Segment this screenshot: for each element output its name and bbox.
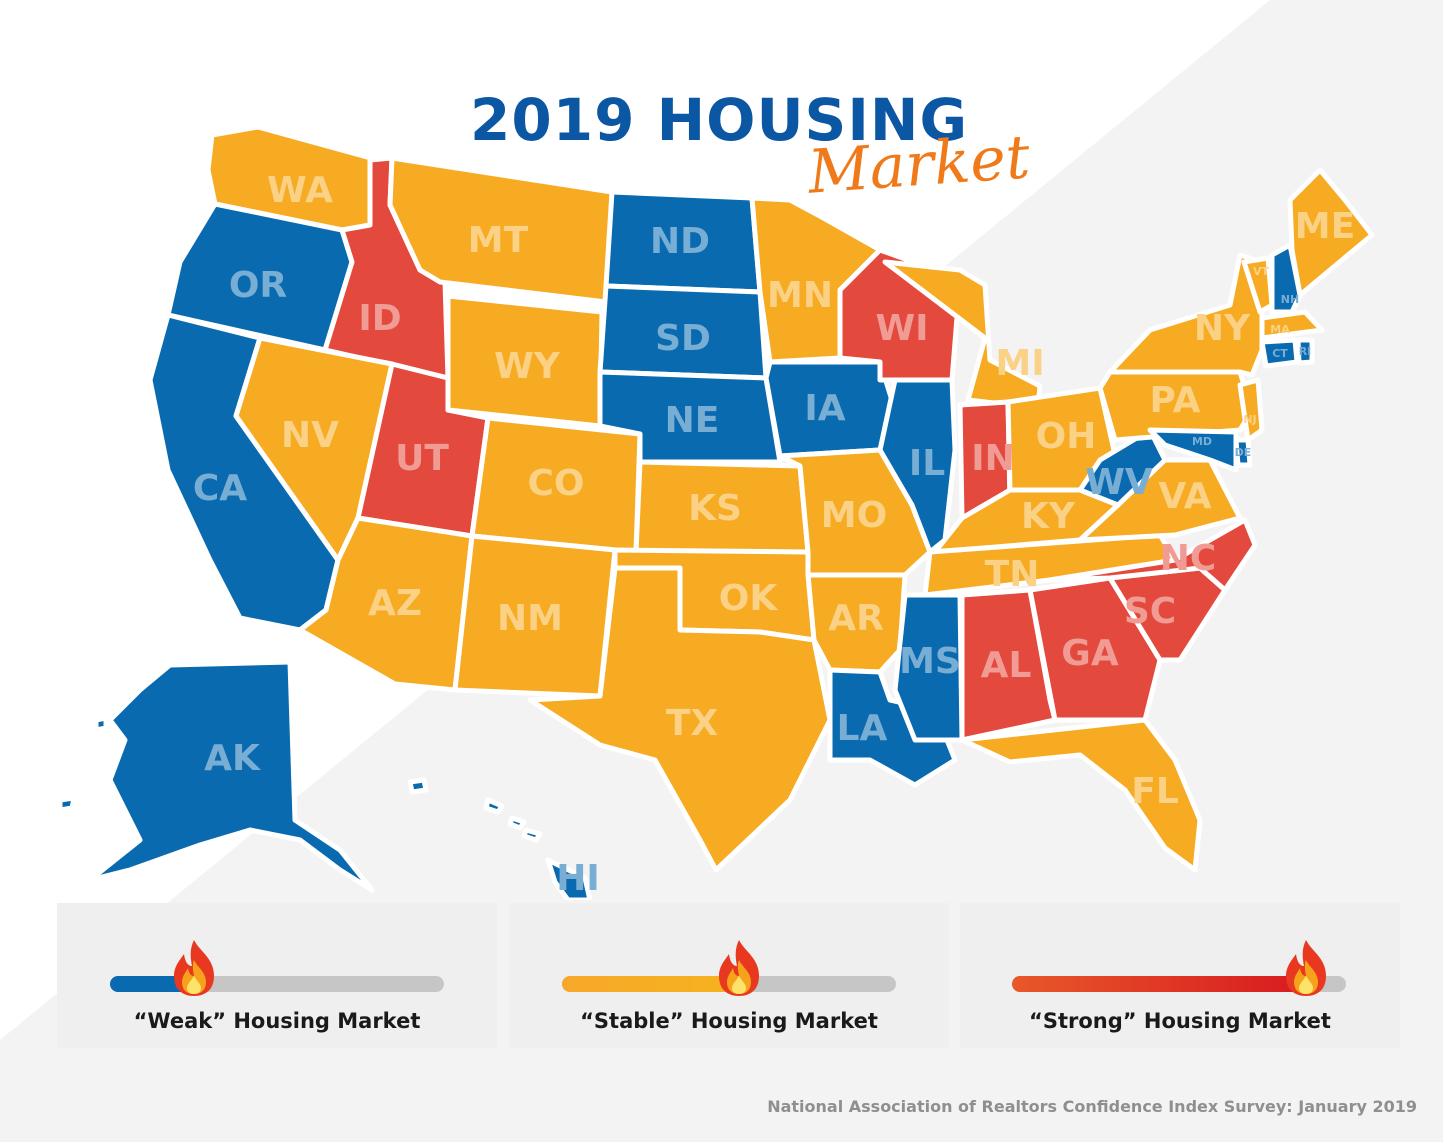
state-ms [892,592,965,743]
state-hi [545,857,593,900]
state-hi-island [521,827,543,843]
state-nc [1047,517,1258,593]
state-label-nj: NJ [1243,413,1256,426]
state-la [827,667,958,788]
legend-meter-track [562,940,896,996]
state-label-md: MD [1192,435,1212,448]
legend-strong: “Strong” Housing Market [960,903,1400,1048]
state-label-ky: KY [1021,496,1076,537]
state-label-nd: ND [650,221,710,262]
state-label-oh: OH [1036,416,1097,457]
state-label-nv: NV [281,415,339,456]
legend-meter-track [110,940,444,996]
legend-stable: “Stable” Housing Market [509,903,949,1048]
legend-meter-fill [562,976,740,992]
state-label-in: IN [971,438,1015,479]
state-label-ne: NE [665,400,720,441]
state-label-wi: WI [875,308,928,349]
legend-label: “Weak” Housing Market [133,1009,421,1033]
legend-meter-track [1012,940,1346,996]
state-label-ga: GA [1061,633,1119,674]
state-label-wy: WY [494,346,561,387]
state-nj [1237,377,1265,443]
state-label-va: VA [1158,476,1211,517]
state-label-la: LA [837,708,888,749]
state-md [1147,427,1239,473]
state-label-sc: SC [1124,591,1176,632]
legend-label: “Strong” Housing Market [1029,1009,1331,1033]
state-label-vt: VT [1253,265,1270,278]
state-mi [882,259,1043,411]
state-label-nh: NH [1281,293,1299,306]
state-ak-island [57,795,77,813]
state-label-ri: RI [1299,345,1312,358]
state-label-ct: CT [1272,347,1288,360]
state-label-ia: IA [804,388,845,429]
state-label-sd: SD [655,318,711,359]
state-label-ma: MA [1270,323,1290,336]
flame-icon [173,940,214,996]
us-map: WA OR CA ID NV UT AZ MT WY CO NM ND SD NE KS OK TX MN IA MO… [57,127,1372,900]
state-label-hi: HI [556,858,600,899]
state-label-or: OR [229,265,287,306]
state-label-pa: PA [1150,380,1201,421]
state-label-nc: NC [1160,538,1217,579]
state-label-ok: OK [719,578,779,619]
flame-icon [719,940,760,996]
state-label-id: ID [358,298,401,339]
state-label-wa: WA [267,170,333,211]
legend-meter-fill [110,976,194,992]
state-fl [959,717,1203,873]
state-label-tx: TX [666,703,719,744]
state-label-mo: MO [821,495,887,536]
legend-meter-fill [1012,976,1306,992]
legend-weak: “Weak” Housing Market [57,903,497,1048]
state-label-mn: MN [767,275,833,316]
map-title: 2019 HOUSING [470,86,969,154]
state-label-il: IL [909,443,945,484]
state-tx [527,565,833,873]
state-label-fl: FL [1131,771,1179,812]
state-hi-island [407,777,429,795]
state-label-ar: AR [828,598,884,639]
state-ak [87,659,375,893]
flame-icon [1285,940,1326,996]
state-label-me: ME [1295,206,1355,247]
state-ma [1259,309,1325,341]
state-label-ut: UT [395,438,449,479]
state-label-wv: WV [1085,462,1153,503]
state-label-al: AL [981,645,1032,686]
state-label-ny: NY [1194,308,1251,349]
state-label-ms: MS [899,641,961,682]
state-label-mt: MT [468,220,529,261]
state-label-az: AZ [368,583,422,624]
state-label-ak: AK [204,738,261,779]
state-hi-island [483,797,505,815]
state-ak-island [93,715,109,733]
state-label-nm: NM [497,598,563,639]
state-label-mi: MI [995,343,1044,384]
state-label-tn: TN [985,554,1040,595]
state-label-co: CO [527,463,584,504]
state-ri [1295,337,1315,366]
state-label-ca: CA [193,468,247,509]
state-nh [1269,242,1303,315]
source-note: National Association of Realtors Confide… [767,1097,1417,1116]
state-hi-island [507,815,527,831]
legend-label: “Stable” Housing Market [580,1009,878,1033]
state-label-ks: KS [688,488,742,529]
state-label-de: DE [1235,446,1252,459]
